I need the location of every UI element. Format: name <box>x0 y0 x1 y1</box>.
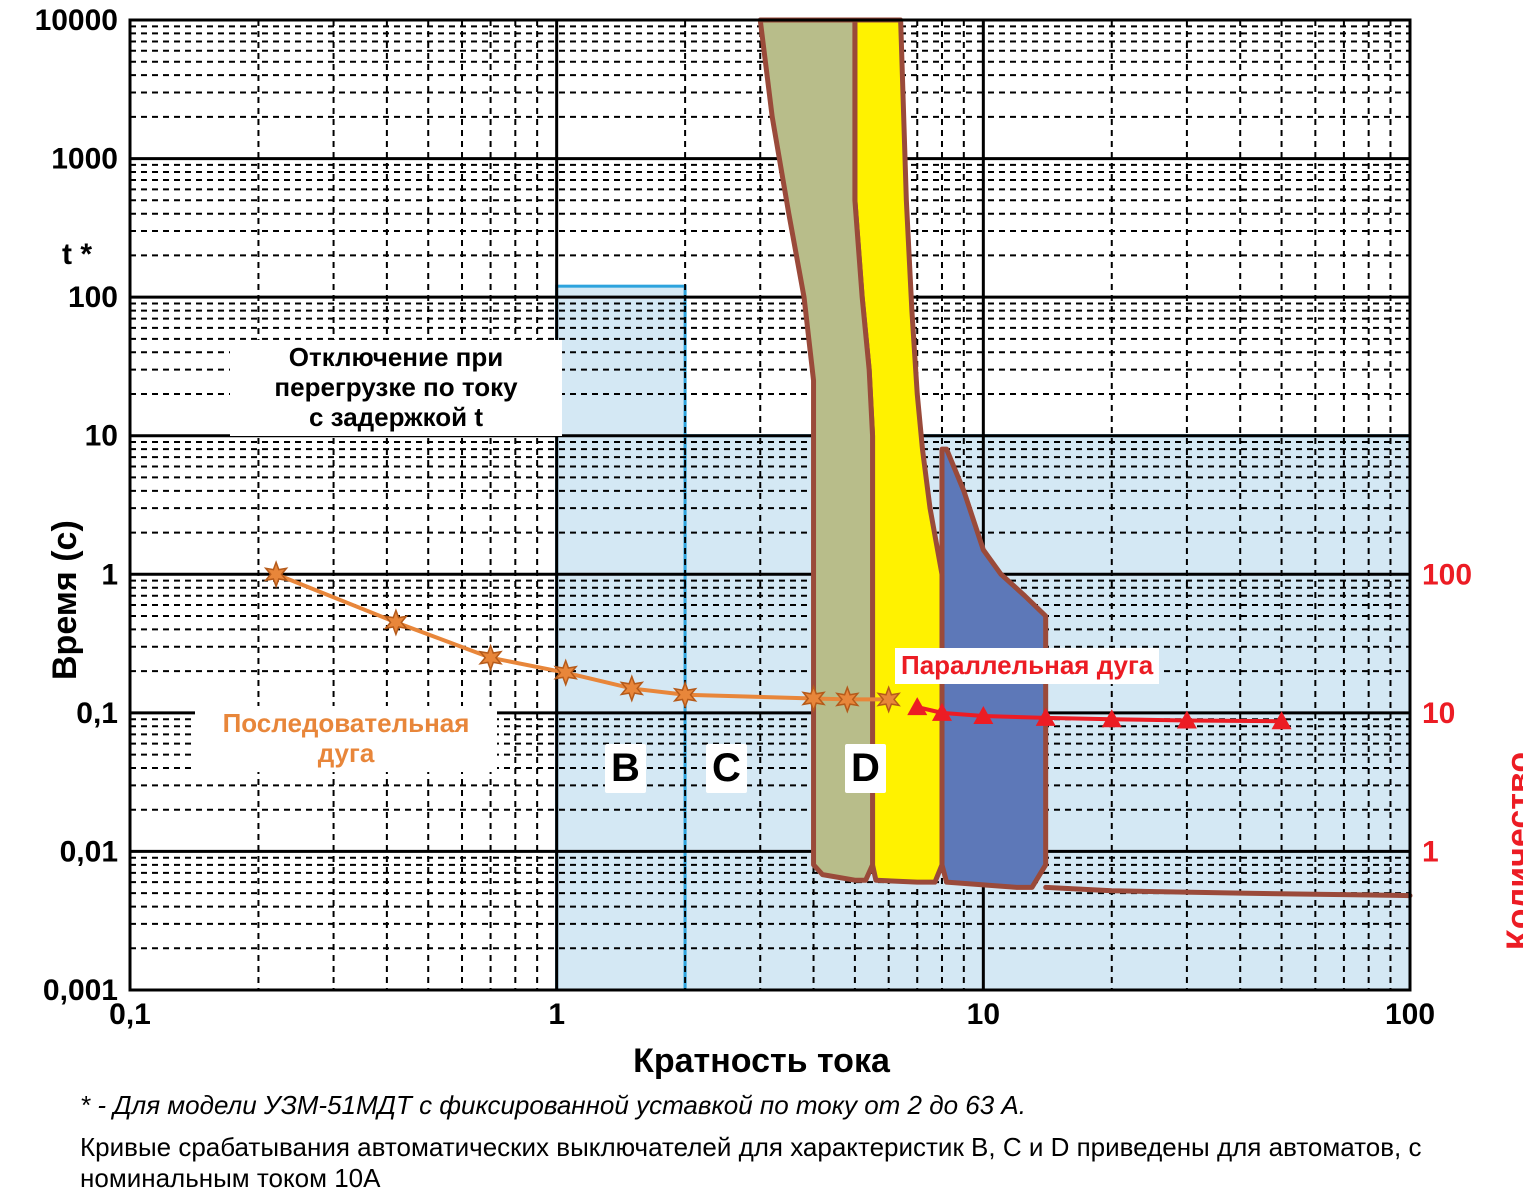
y-axis-left-label: Время (с) <box>46 520 85 680</box>
footnote-curves: Кривые срабатывания автоматических выклю… <box>80 1132 1440 1194</box>
overload-annotation: Отключение при перегрузке по току с заде… <box>230 340 562 436</box>
serial-arc-label: Последовательная дуга <box>195 706 497 772</box>
x-axis-label: Кратность тока <box>0 1042 1523 1081</box>
star-marker <box>386 610 407 634</box>
svg-text:10: 10 <box>967 998 1000 1031</box>
lightblue-region <box>557 286 685 990</box>
svg-text:100: 100 <box>68 281 118 314</box>
svg-text:0,001: 0,001 <box>43 974 118 1007</box>
svg-text:0,01: 0,01 <box>60 835 118 868</box>
zone-c-label: C <box>706 744 747 793</box>
svg-text:1: 1 <box>548 998 565 1031</box>
chart-container: 0,11101000,0010,010,11101001000100001101… <box>0 0 1523 1200</box>
parallel-arc-label: Параллельная дуга <box>895 648 1159 684</box>
zone-b-label: B <box>605 744 646 793</box>
svg-text:100: 100 <box>1385 998 1435 1031</box>
svg-text:1000: 1000 <box>51 143 118 176</box>
svg-text:1: 1 <box>101 558 118 591</box>
svg-text:1: 1 <box>1422 835 1439 868</box>
chart-svg: 0,11101000,0010,010,11101001000100001101… <box>0 0 1523 1200</box>
zone-d-label: D <box>845 744 886 793</box>
y-axis-right-label: Количество полупериодов дуги <box>1500 705 1523 950</box>
svg-text:100: 100 <box>1422 558 1472 591</box>
svg-text:10: 10 <box>85 420 118 453</box>
t-star-label: t * <box>62 238 92 272</box>
svg-text:10000: 10000 <box>35 4 118 37</box>
svg-text:0,1: 0,1 <box>76 697 118 730</box>
footnote-star: * - Для модели УЗМ-51МДТ с фиксированной… <box>80 1090 1440 1121</box>
svg-text:10: 10 <box>1422 697 1455 730</box>
